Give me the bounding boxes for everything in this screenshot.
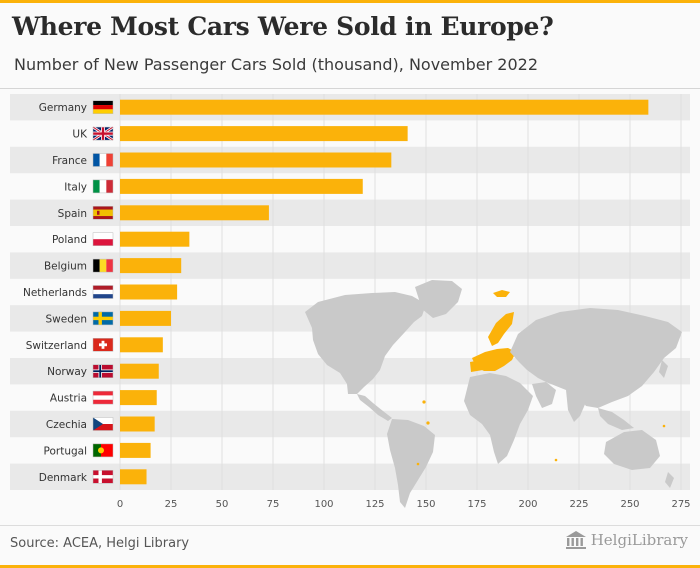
map-svalbard-highlight: [493, 290, 510, 297]
category-label: Norway: [47, 366, 87, 378]
world-map-illustration: [305, 280, 682, 508]
bar-chart: Germany UK France Italy Spain Poland Belgium Ne…: [10, 94, 691, 510]
footer-divider: [0, 525, 700, 526]
map-territory-atlantic: [416, 462, 420, 466]
map-territory-reunion: [554, 458, 558, 462]
flag-ch-icon: [92, 338, 114, 352]
flag-uk-icon: [92, 126, 114, 142]
map-greenland: [415, 280, 462, 318]
chart-subtitle: Number of New Passenger Cars Sold (thous…: [14, 55, 538, 74]
map-central-america: [357, 394, 392, 421]
x-tick-label: 275: [671, 499, 690, 510]
category-label: UK: [72, 129, 88, 141]
flag-fr-icon: [92, 153, 114, 167]
brand-logo: HelgiLibrary: [565, 530, 688, 550]
x-tick-label: 100: [314, 499, 333, 510]
map-se-asia: [598, 408, 634, 430]
category-label: Sweden: [46, 313, 88, 325]
chart-title: Where Most Cars Were Sold in Europe?: [12, 12, 554, 41]
flag-dk-icon: [92, 470, 114, 484]
flag-cz-icon: [92, 417, 114, 431]
map-africa: [464, 373, 533, 464]
category-label: Switzerland: [26, 340, 87, 352]
category-label: Austria: [50, 393, 87, 405]
x-tick-label: 250: [620, 499, 639, 510]
category-label: Denmark: [39, 472, 88, 484]
x-tick-label: 75: [267, 499, 280, 510]
category-label: Czechia: [46, 419, 87, 431]
title-divider: [0, 88, 700, 89]
map-australia: [604, 430, 660, 470]
brand-name: HelgiLibrary: [590, 531, 688, 549]
map-asia: [510, 308, 682, 408]
bar-switzerland: [120, 337, 163, 353]
flag-it-icon: [92, 179, 114, 194]
library-building-icon: [565, 531, 586, 549]
map-territory-pacific: [662, 424, 666, 428]
flag-no-icon: [92, 364, 114, 378]
bar-austria: [120, 390, 157, 406]
x-tick-label: 200: [518, 499, 537, 510]
category-label: Netherlands: [23, 287, 87, 299]
x-tick-label: 150: [416, 499, 435, 510]
x-tick-label: 225: [569, 499, 588, 510]
map-south-america: [387, 419, 435, 508]
category-label: Italy: [64, 181, 87, 193]
flag-pt-icon: [92, 443, 114, 458]
category-labels: Germany UK France Italy Spain Poland Belgium Ne…: [23, 102, 88, 484]
map-japan: [659, 360, 668, 378]
bar-netherlands: [120, 284, 178, 300]
bar-series: [120, 99, 649, 485]
top-accent-line: [0, 0, 700, 3]
category-label: Poland: [52, 234, 87, 246]
x-axis-ticks: 0 25 50 75 100 125 150 175 200 225 250 275: [117, 499, 691, 510]
source-note: Source: ACEA, Helgi Library: [10, 536, 190, 551]
bar-denmark: [120, 469, 147, 485]
bar-france: [120, 152, 392, 168]
map-iberia-highlight: [470, 360, 483, 372]
category-label: Spain: [58, 208, 87, 220]
x-tick-label: 175: [467, 499, 486, 510]
flag-de-icon: [92, 100, 114, 114]
map-europe-highlight: [472, 348, 516, 371]
x-tick-label: 125: [365, 499, 384, 510]
bar-germany: [120, 99, 649, 115]
category-label: France: [52, 155, 87, 167]
flag-se-icon: [92, 311, 114, 326]
bar-italy: [120, 178, 363, 194]
category-label: Belgium: [44, 261, 87, 273]
flag-be-icon: [92, 258, 114, 273]
bar-norway: [120, 363, 159, 379]
bar-czechia: [120, 416, 155, 432]
map-scandinavia-highlight: [488, 312, 514, 346]
bar-uk: [120, 126, 408, 142]
flag-es-icon: [92, 206, 114, 220]
map-india: [566, 390, 586, 422]
bar-belgium: [120, 258, 182, 274]
flag-pl-icon: [92, 232, 114, 246]
x-tick-label: 25: [165, 499, 178, 510]
bar-sweden: [120, 310, 171, 326]
map-new-zealand: [665, 472, 674, 488]
map-arabia: [532, 382, 556, 408]
x-tick-label: 0: [117, 499, 123, 510]
flag-nl-icon: [92, 285, 114, 299]
bar-spain: [120, 205, 269, 221]
map-territory-caribbean: [422, 400, 426, 404]
flag-at-icon: [92, 390, 114, 405]
category-label: Portugal: [44, 445, 88, 457]
bar-poland: [120, 231, 190, 247]
bottom-accent-line: [0, 565, 700, 568]
x-tick-label: 50: [216, 499, 229, 510]
bar-portugal: [120, 442, 151, 458]
map-territory-guiana: [426, 421, 430, 425]
country-flags: [92, 100, 114, 484]
category-label: Germany: [39, 102, 87, 114]
map-north-america: [305, 292, 426, 394]
